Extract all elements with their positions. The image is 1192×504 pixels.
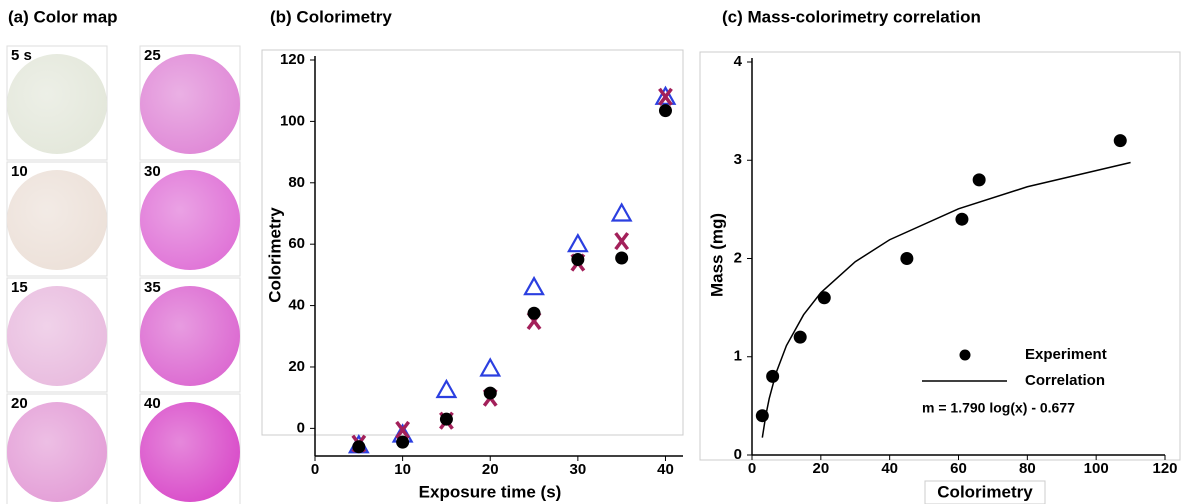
x-tick-label: 0: [311, 461, 319, 478]
point: [479, 357, 502, 377]
tile-label: 25: [144, 47, 161, 64]
point: [527, 306, 541, 320]
tile-label: 5 s: [11, 47, 32, 64]
x-tick-label: 80: [1019, 460, 1036, 477]
annotation: m = 1.790 log(x) - 0.677: [922, 400, 1075, 416]
point: [955, 212, 969, 226]
y-tick-label: 1: [734, 348, 742, 365]
swatch-shine: [7, 54, 107, 154]
legend-label: Experiment: [1025, 346, 1107, 363]
panel-title: (b) Colorimetry: [270, 7, 392, 26]
y-tick-label: 100: [280, 112, 305, 129]
swatch-shine: [140, 170, 240, 270]
point: [435, 378, 458, 399]
point: [900, 252, 914, 265]
tile-label: 40: [144, 395, 161, 412]
point: [658, 87, 673, 106]
panel-title: (a) Color map: [8, 7, 118, 26]
y-tick-label: 80: [288, 174, 305, 191]
label-box: [924, 480, 1046, 504]
tile-label: 20: [11, 395, 28, 412]
x-axis-label: Exposure time (s): [419, 482, 562, 501]
tile-label: 35: [144, 279, 161, 296]
x-axis-label: Colorimetry: [937, 482, 1033, 501]
y-tick-label: 4: [734, 53, 743, 70]
point: [614, 232, 630, 251]
x-tick-label: 100: [1084, 460, 1109, 477]
y-axis-label: Colorimetry: [265, 207, 284, 303]
swatch-shine: [140, 54, 240, 154]
tile-label: 30: [144, 163, 161, 180]
point: [793, 330, 807, 344]
x-tick-label: 10: [394, 461, 411, 478]
legend-label: Correlation: [1025, 372, 1105, 389]
swatch-shine: [140, 402, 240, 502]
point: [658, 104, 672, 118]
x-tick-label: 40: [881, 460, 898, 477]
tile-frame: [139, 45, 241, 161]
x-tick-label: 0: [748, 460, 756, 477]
point: [571, 253, 585, 267]
x-tick-label: 30: [570, 461, 587, 478]
point: [352, 440, 366, 454]
plot-frame: [261, 49, 684, 436]
tile-frame: [6, 161, 108, 277]
plot-frame: [699, 51, 1181, 461]
y-tick-label: 2: [734, 249, 742, 266]
y-tick-label: 0: [734, 446, 742, 463]
point: [1113, 134, 1127, 148]
swatch-shine: [140, 286, 240, 386]
y-tick-label: 120: [280, 51, 305, 68]
tile-frame: [139, 277, 241, 393]
point: [610, 202, 633, 222]
panel-title: (c) Mass-colorimetry correlation: [722, 7, 981, 26]
point: [615, 251, 629, 265]
x-tick-label: 20: [482, 461, 499, 478]
y-tick-label: 40: [288, 297, 305, 314]
tile-frame: [139, 161, 241, 277]
x-tick-label: 20: [812, 460, 829, 477]
y-axis-label: Mass (mg): [707, 213, 726, 297]
point: [396, 435, 410, 449]
y-tick-label: 3: [734, 151, 742, 168]
swatch-shine: [7, 286, 107, 386]
tile-label: 10: [11, 163, 28, 180]
point: [817, 291, 831, 305]
y-tick-label: 20: [288, 358, 305, 375]
tile-frame: [6, 277, 108, 393]
y-tick-label: 60: [288, 235, 305, 252]
swatch-shine: [7, 402, 107, 502]
x-tick-label: 40: [657, 461, 674, 478]
x-tick-label: 60: [950, 460, 967, 477]
tile-frame: [6, 45, 108, 161]
tile-label: 15: [11, 279, 28, 296]
legend-marker: [959, 349, 971, 361]
point: [439, 412, 453, 426]
tile-frame: [139, 393, 241, 504]
point: [395, 420, 411, 439]
point: [654, 85, 677, 105]
point: [972, 173, 986, 187]
point: [483, 386, 497, 400]
fit-line: [761, 161, 1131, 438]
point: [566, 232, 589, 253]
swatch-shine: [7, 170, 107, 270]
tile-frame: [6, 393, 108, 504]
y-tick-label: 0: [297, 419, 305, 436]
point: [523, 275, 545, 296]
x-tick-label: 120: [1152, 460, 1177, 477]
